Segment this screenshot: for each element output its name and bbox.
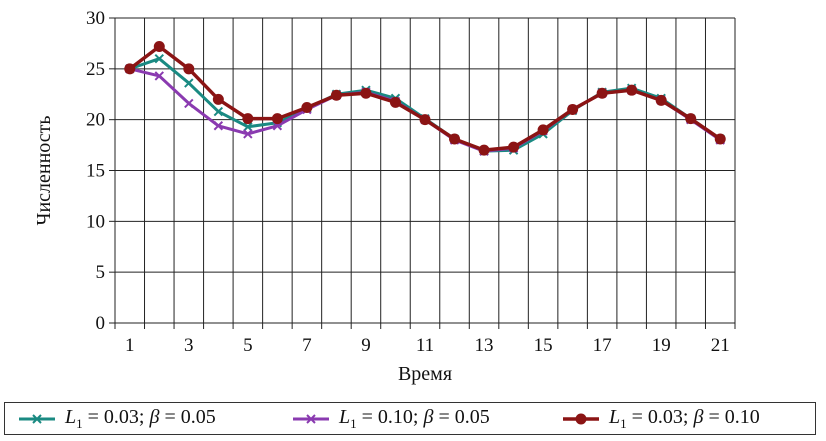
x-tick-label: 1 xyxy=(125,335,135,356)
legend-label-series-3: L1 = 0.03; β = 0.10 xyxy=(609,406,760,431)
data-point xyxy=(360,87,372,99)
data-point xyxy=(183,63,195,75)
x-tick-label: 7 xyxy=(302,335,312,356)
data-point xyxy=(655,94,667,106)
data-point xyxy=(243,129,253,139)
x-tick-label: 17 xyxy=(593,335,612,356)
data-point xyxy=(213,121,224,131)
x-tick-label: 15 xyxy=(534,335,553,356)
data-point xyxy=(419,114,431,126)
legend-marker xyxy=(575,413,587,425)
data-point xyxy=(714,133,726,145)
data-point xyxy=(508,141,520,153)
data-point xyxy=(626,84,638,96)
y-tick-label: 10 xyxy=(86,211,105,232)
y-tick-label: 25 xyxy=(86,59,105,80)
x-tick-label: 19 xyxy=(652,335,671,356)
legend-swatch-series-1 xyxy=(19,414,55,424)
legend-item-series-1: L1 = 0.03; β = 0.05 xyxy=(17,406,216,431)
x-tick-label: 11 xyxy=(416,335,434,356)
data-point xyxy=(184,78,194,88)
y-tick-label: 5 xyxy=(96,262,106,283)
y-tick-label: 20 xyxy=(86,110,105,131)
data-point xyxy=(154,53,164,64)
chart-grid xyxy=(114,17,736,324)
data-point xyxy=(184,98,194,109)
data-point xyxy=(685,113,697,125)
data-point xyxy=(153,40,165,52)
data-point xyxy=(449,133,461,145)
y-tick-label: 15 xyxy=(86,161,105,182)
x-tick-label: 9 xyxy=(361,335,371,356)
y-tick-label: 30 xyxy=(86,8,105,29)
data-point xyxy=(478,144,490,156)
series-3 xyxy=(124,40,726,156)
data-point xyxy=(212,93,224,105)
x-tick-label: 13 xyxy=(475,335,494,356)
data-point xyxy=(243,122,253,132)
legend-swatch-series-3 xyxy=(563,413,599,425)
legend-label-series-2: L1 = 0.10; β = 0.05 xyxy=(339,406,490,431)
data-point xyxy=(154,71,164,81)
data-point xyxy=(271,113,283,125)
data-point xyxy=(242,113,254,125)
x-tick-label: 5 xyxy=(243,335,253,356)
legend-swatch-series-2 xyxy=(293,414,329,424)
axis-ticks xyxy=(109,17,736,329)
data-point xyxy=(301,101,313,113)
x-axis-title: Время xyxy=(398,363,452,385)
legend-marker xyxy=(32,414,42,424)
data-point xyxy=(330,89,342,101)
series-1 xyxy=(125,53,725,156)
legend-item-series-2: L1 = 0.10; β = 0.05 xyxy=(291,406,490,431)
data-point xyxy=(596,87,608,99)
data-point xyxy=(213,106,224,117)
data-point xyxy=(567,104,579,115)
x-tick-label: 21 xyxy=(711,335,730,356)
y-tick-label: 0 xyxy=(96,313,106,334)
x-tick-label: 3 xyxy=(184,335,194,356)
data-point xyxy=(124,63,136,75)
chart-legend: L1 = 0.03; β = 0.05 L1 = 0.10; β = 0.05 … xyxy=(4,402,816,435)
data-point xyxy=(537,124,549,136)
legend-marker xyxy=(306,414,316,424)
chart-series xyxy=(124,40,726,156)
legend-label-series-1: L1 = 0.03; β = 0.05 xyxy=(65,406,216,431)
data-point xyxy=(389,96,401,108)
legend-item-series-3: L1 = 0.03; β = 0.10 xyxy=(561,406,760,431)
series-line-1 xyxy=(129,57,722,153)
y-axis-title: Численность xyxy=(33,115,55,225)
